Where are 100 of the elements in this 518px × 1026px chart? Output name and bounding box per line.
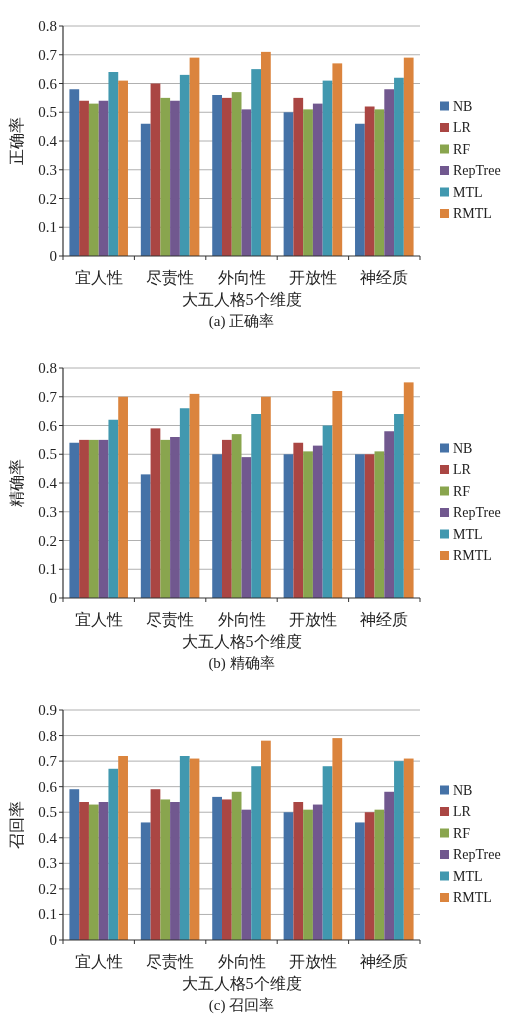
- x-tick-label: 宜人性: [74, 953, 123, 970]
- x-tick-label: 神经质: [360, 611, 409, 628]
- x-axis-title: 大五人格5个维度: [181, 291, 302, 308]
- x-tick-label: 外向性: [217, 953, 266, 970]
- bar: [140, 123, 151, 256]
- bar: [98, 802, 109, 940]
- bar: [261, 51, 271, 256]
- legend-label: RMTL: [453, 548, 492, 563]
- bar: [394, 77, 404, 256]
- legend-label: RF: [453, 141, 471, 157]
- text: (a) 正确率: [208, 313, 275, 330]
- x-tick-label: 神经质: [360, 269, 409, 286]
- x-tick-label: 神经质: [360, 953, 409, 970]
- y-tick-label: 0.2: [38, 190, 57, 207]
- bar: [403, 57, 414, 256]
- y-tick-label: 0.3: [38, 855, 57, 872]
- bar: [283, 454, 294, 598]
- x-tick-label: 外向性: [217, 611, 266, 628]
- bar: [140, 474, 151, 598]
- bar: [355, 123, 365, 256]
- bar: [88, 439, 99, 598]
- bar: [355, 822, 365, 940]
- bar: [189, 393, 200, 598]
- y-tick-label: 0.1: [38, 561, 57, 578]
- bar: [251, 69, 262, 256]
- y-tick-label: 0.3: [38, 503, 57, 520]
- bar: [303, 809, 313, 940]
- bar: [261, 396, 271, 598]
- bar: [118, 80, 128, 256]
- bar: [189, 57, 200, 256]
- bar: [150, 83, 161, 256]
- bar: [79, 100, 89, 256]
- legend-label: RepTree: [453, 847, 501, 862]
- legend-label: RF: [453, 825, 471, 841]
- text: (c) 召回率: [208, 997, 275, 1014]
- y-tick-label: 0.6: [38, 778, 58, 795]
- bar: [179, 756, 190, 940]
- y-tick-label: 0.8: [38, 18, 57, 34]
- y-tick-label: 0.1: [38, 906, 57, 923]
- bar: [212, 454, 222, 598]
- bar: [221, 799, 232, 940]
- bar: [403, 382, 414, 598]
- bar: [293, 802, 304, 940]
- bar: [283, 112, 294, 256]
- bar: [364, 454, 375, 598]
- legend-label: RepTree: [453, 505, 501, 520]
- bar: [384, 791, 395, 940]
- y-axis-title: 召回率: [8, 801, 25, 849]
- y-tick-label: 0.1: [38, 219, 57, 236]
- bar: [88, 103, 99, 256]
- bar: [118, 756, 128, 940]
- bar: [303, 451, 313, 598]
- y-axis-title: 精确率: [8, 459, 25, 507]
- y-tick-label: 0: [49, 932, 57, 948]
- bar: [394, 414, 404, 598]
- x-tick-label: 开放性: [288, 611, 337, 628]
- bar: [160, 799, 171, 940]
- bar: [332, 738, 343, 940]
- bar: [69, 89, 80, 256]
- bar: [364, 812, 375, 940]
- y-tick-label: 0.4: [38, 133, 58, 149]
- bar: [332, 391, 343, 598]
- bar: [322, 766, 333, 940]
- bar: [150, 789, 161, 940]
- bar: [251, 414, 262, 598]
- bar: [374, 109, 385, 256]
- bar: [69, 789, 80, 940]
- bar: [98, 100, 109, 256]
- legend-label: LR: [453, 120, 472, 135]
- bar: [374, 451, 385, 598]
- bar: [332, 63, 343, 256]
- bar: [179, 408, 190, 598]
- bar: [403, 758, 414, 940]
- bar: [108, 72, 119, 256]
- bar: [364, 106, 375, 256]
- legend-label: LR: [453, 804, 472, 819]
- x-axis-title: 大五人格5个维度: [181, 975, 302, 992]
- legend-label: RepTree: [453, 163, 501, 178]
- legend-label: NB: [453, 782, 473, 798]
- legend-label: LR: [453, 462, 472, 477]
- x-tick-label: 尽责性: [146, 269, 195, 286]
- x-tick-label: 尽责性: [146, 611, 195, 628]
- bar: [312, 103, 323, 256]
- bar: [170, 802, 180, 940]
- legend-label: NB: [453, 440, 473, 456]
- bar: [221, 439, 232, 598]
- legend-label: RF: [453, 483, 471, 499]
- x-tick-label: 开放性: [288, 953, 337, 970]
- y-tick-label: 0.5: [38, 804, 57, 821]
- y-tick-label: 0.5: [38, 104, 57, 121]
- y-tick-label: 0.7: [38, 388, 58, 405]
- legend-label: NB: [453, 98, 473, 114]
- y-tick-label: 0.8: [38, 727, 57, 744]
- legend-label: MTL: [453, 184, 483, 200]
- x-axis-title: 大五人格5个维度: [181, 633, 302, 650]
- bar: [312, 445, 323, 598]
- x-tick-label: 宜人性: [74, 269, 123, 286]
- bar: [170, 100, 180, 256]
- bar: [312, 804, 323, 940]
- legend-label: RMTL: [453, 206, 492, 221]
